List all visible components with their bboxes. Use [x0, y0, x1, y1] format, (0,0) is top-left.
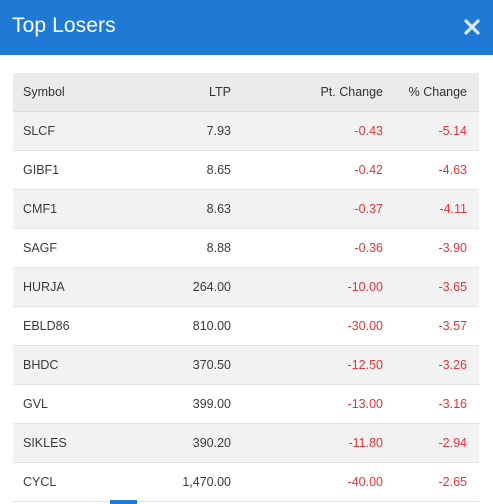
pt-change-cell: -0.42 — [241, 150, 393, 190]
ltp-cell: 8.63 — [126, 189, 241, 229]
close-icon — [464, 19, 480, 35]
pct-change-cell: -4.11 — [393, 189, 479, 229]
pct-change-cell: -3.26 — [393, 345, 479, 385]
symbol-cell: HURJA — [13, 267, 126, 307]
symbol-cell: BHDC — [13, 345, 126, 385]
table-row[interactable]: CMF1 8.63 -0.37 -4.11 — [13, 189, 479, 229]
pct-change-cell: -2.65 — [393, 462, 479, 502]
ltp-cell: 399.00 — [126, 384, 241, 424]
table-row[interactable]: CYCL 1,470.00 -40.00 -2.65 — [13, 462, 479, 502]
ltp-cell: 8.65 — [126, 150, 241, 190]
symbol-cell: EBLD86 — [13, 306, 126, 346]
pt-change-cell: -0.43 — [241, 111, 393, 151]
pt-change-cell: -30.00 — [241, 306, 393, 346]
symbol-cell: GVL — [13, 384, 126, 424]
ltp-cell: 8.88 — [126, 228, 241, 268]
modal-header: Top Losers — [0, 0, 493, 55]
table-row[interactable]: SAGF 8.88 -0.36 -3.90 — [13, 228, 479, 268]
close-button[interactable] — [461, 14, 483, 40]
table-row[interactable]: BHDC 370.50 -12.50 -3.26 — [13, 345, 479, 385]
ltp-cell: 390.20 — [126, 423, 241, 463]
table-row[interactable]: SIKLES 390.20 -11.80 -2.94 — [13, 423, 479, 463]
pct-change-cell: -3.57 — [393, 306, 479, 346]
column-header-ltp[interactable]: LTP — [126, 73, 241, 112]
pct-change-cell: -3.65 — [393, 267, 479, 307]
modal-title: Top Losers — [12, 14, 116, 37]
pct-change-cell: -2.94 — [393, 423, 479, 463]
pt-change-cell: -10.00 — [241, 267, 393, 307]
table-row[interactable]: SLCF 7.93 -0.43 -5.14 — [13, 111, 479, 151]
top-losers-table-container: Symbol LTP Pt. Change % Change SLCF 7.93… — [13, 73, 479, 502]
horizontal-scrollbar-thumb[interactable] — [110, 500, 137, 504]
column-header-pt-change[interactable]: Pt. Change — [241, 73, 393, 112]
symbol-cell: SLCF — [13, 111, 126, 151]
table-row[interactable]: EBLD86 810.00 -30.00 -3.57 — [13, 306, 479, 346]
pct-change-cell: -5.14 — [393, 111, 479, 151]
column-header-pct-change[interactable]: % Change — [393, 73, 479, 112]
pt-change-cell: -11.80 — [241, 423, 393, 463]
symbol-cell: CMF1 — [13, 189, 126, 229]
table-row[interactable]: GIBF1 8.65 -0.42 -4.63 — [13, 150, 479, 190]
ltp-cell: 7.93 — [126, 111, 241, 151]
pct-change-cell: -3.90 — [393, 228, 479, 268]
symbol-cell: GIBF1 — [13, 150, 126, 190]
table-header-row: Symbol LTP Pt. Change % Change — [13, 73, 479, 112]
pt-change-cell: -0.37 — [241, 189, 393, 229]
top-losers-table: Symbol LTP Pt. Change % Change SLCF 7.93… — [13, 73, 479, 502]
ltp-cell: 370.50 — [126, 345, 241, 385]
table-row[interactable]: HURJA 264.00 -10.00 -3.65 — [13, 267, 479, 307]
symbol-cell: CYCL — [13, 462, 126, 502]
symbol-cell: SIKLES — [13, 423, 126, 463]
pt-change-cell: -12.50 — [241, 345, 393, 385]
column-header-symbol[interactable]: Symbol — [13, 73, 126, 112]
ltp-cell: 1,470.00 — [126, 462, 241, 502]
ltp-cell: 810.00 — [126, 306, 241, 346]
pct-change-cell: -4.63 — [393, 150, 479, 190]
ltp-cell: 264.00 — [126, 267, 241, 307]
pct-change-cell: -3.16 — [393, 384, 479, 424]
symbol-cell: SAGF — [13, 228, 126, 268]
pt-change-cell: -0.36 — [241, 228, 393, 268]
pt-change-cell: -13.00 — [241, 384, 393, 424]
table-row[interactable]: GVL 399.00 -13.00 -3.16 — [13, 384, 479, 424]
pt-change-cell: -40.00 — [241, 462, 393, 502]
